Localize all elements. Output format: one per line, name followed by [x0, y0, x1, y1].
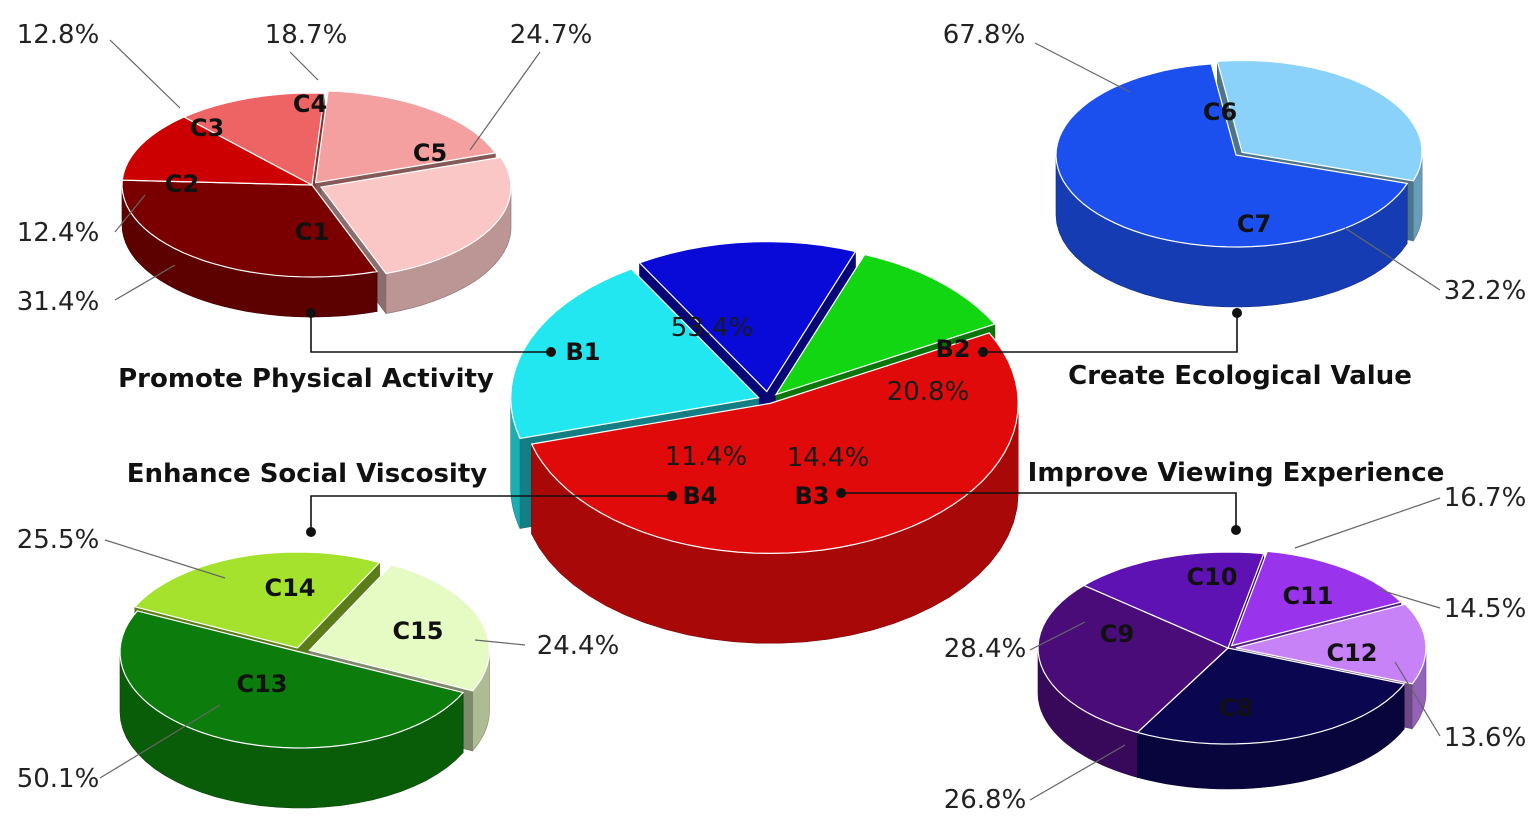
label-c8: C8 [1219, 694, 1253, 722]
slice-b4 [774, 253, 996, 396]
connector-dot-b3-main [836, 488, 846, 498]
pct-c11: 14.5% [1444, 594, 1527, 624]
leader-c13 [99, 704, 221, 779]
pie-b1 [121, 90, 512, 318]
leader-c12 [1394, 661, 1441, 737]
pct-c15: 24.4% [537, 631, 620, 661]
slice-c12 [1235, 603, 1427, 685]
label-c6: C6 [1203, 98, 1237, 126]
slice-c15 [308, 564, 491, 692]
label-c9: C9 [1100, 620, 1134, 648]
slice-c3 [182, 92, 326, 186]
label-c11: C11 [1282, 582, 1333, 610]
leader-c1 [114, 264, 176, 301]
leader-c3 [109, 39, 181, 109]
leader-c11 [1379, 589, 1441, 609]
connector-dot-b2-main [978, 347, 988, 357]
connector-dot-b1-main [546, 347, 556, 357]
pies [119, 59, 1427, 809]
label-b4: B4 [683, 482, 718, 510]
connector-b4 [310, 495, 672, 532]
slice-c9 [1037, 584, 1230, 734]
pct-c8: 26.8% [944, 785, 1027, 815]
connector-dot-b4-main [667, 491, 677, 501]
leader-c8 [1029, 744, 1126, 801]
label-c13: C13 [236, 670, 287, 698]
connector-b3 [841, 492, 1237, 530]
slice-c10 [1082, 551, 1265, 649]
slice-c6 [1055, 63, 1409, 248]
label-b1: B1 [566, 338, 601, 366]
label-c7: C7 [1237, 210, 1271, 238]
labels: Promote Physical Activity Create Ecologi… [17, 20, 1527, 815]
label-c4: C4 [293, 90, 327, 118]
pct-b4: 11.4% [665, 442, 748, 472]
leader-c15 [474, 639, 526, 646]
slice-b1 [530, 332, 1019, 555]
pct-c7: 32.2% [1444, 276, 1527, 306]
pct-c5: 24.7% [510, 20, 593, 50]
leader-c14 [104, 539, 226, 579]
pct-c13: 50.1% [17, 764, 100, 794]
leader-c2 [114, 194, 146, 233]
pct-c14: 25.5% [17, 525, 100, 555]
pie-b3 [1037, 550, 1427, 790]
label-c3: C3 [190, 114, 224, 142]
slice-c2 [121, 116, 313, 186]
title-enhance-social-viscosity: Enhance Social Viscosity [127, 459, 487, 489]
label-c2: C2 [165, 170, 199, 198]
label-c5: C5 [413, 139, 447, 167]
pct-c12: 13.6% [1444, 723, 1527, 753]
title-create-ecological-value: Create Ecological Value [1068, 361, 1412, 391]
label-c15: C15 [392, 617, 443, 645]
pct-c9: 28.4% [944, 634, 1027, 664]
leader-c10 [1294, 497, 1441, 549]
slice-b2 [510, 268, 760, 440]
label-b2: B2 [936, 335, 971, 363]
label-b3: B3 [795, 482, 830, 510]
title-improve-viewing-experience: Improve Viewing Experience [1028, 458, 1445, 488]
slice-c5 [319, 156, 512, 275]
pct-c1: 31.4% [17, 287, 100, 317]
slice-c7 [1216, 59, 1423, 182]
slice-c14 [133, 551, 381, 649]
title-promote-physical-activity: Promote Physical Activity [118, 364, 494, 394]
leader-c5 [469, 51, 541, 151]
pie-b4 [119, 551, 491, 809]
connector-dot-b2-sub [1232, 308, 1242, 318]
leader-c9 [1029, 621, 1086, 651]
pie-main [510, 240, 1019, 644]
pct-c6: 67.8% [943, 20, 1026, 50]
label-c10: C10 [1186, 563, 1237, 591]
connector-dot-b3-sub [1231, 525, 1241, 535]
pct-b3: 14.4% [787, 443, 870, 473]
pct-b1: 53.4% [671, 313, 754, 343]
leader-c6 [1034, 42, 1131, 93]
pct-c10: 16.7% [1444, 483, 1527, 513]
connector-b1 [310, 313, 551, 353]
pct-b2: 20.8% [887, 377, 970, 407]
pct-c2: 12.4% [17, 218, 100, 248]
slice-b3 [638, 240, 857, 393]
slice-c1 [121, 179, 379, 278]
slice-c8 [1136, 647, 1406, 745]
leader-c7 [1344, 227, 1441, 291]
label-c1: C1 [295, 218, 329, 246]
connector-dot-b4-sub [306, 527, 316, 537]
leader-c4 [289, 51, 319, 81]
slice-c4 [314, 90, 497, 184]
pct-c3: 12.8% [17, 20, 100, 50]
connector-dot-b1-sub [306, 308, 316, 318]
connector-b2 [983, 313, 1238, 353]
label-c12: C12 [1326, 639, 1377, 667]
label-c14: C14 [264, 574, 315, 602]
pct-c4: 18.7% [265, 20, 348, 50]
pie-b2 [1055, 59, 1423, 308]
